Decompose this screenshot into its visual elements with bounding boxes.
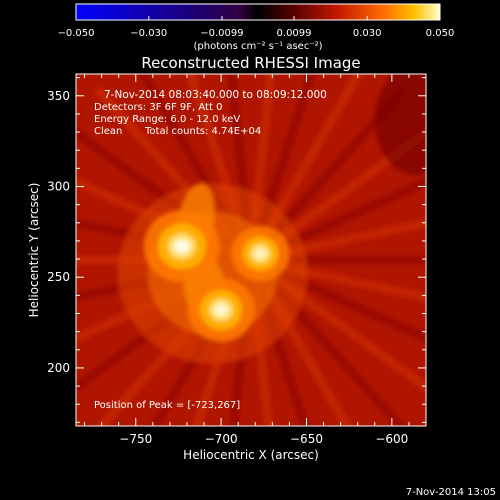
- y-axis: 200 250 300 350: [47, 77, 426, 423]
- y-tick-label: 350: [47, 89, 70, 103]
- heatmap-source: [231, 226, 290, 282]
- y-tick-label: 200: [47, 361, 70, 375]
- colorbar-tick-label: 0.030: [353, 28, 382, 39]
- annotations: 7-Nov-2014 08:03:40.000 to 08:09:12.000 …: [94, 89, 327, 411]
- y-tick-label: 250: [47, 270, 70, 284]
- chart-title: Reconstructed RHESSI Image: [141, 54, 360, 72]
- x-axis: −750 −700 −650 −600: [84, 74, 427, 446]
- x-tick-label: −650: [290, 432, 323, 446]
- y-tick-label: 300: [47, 179, 70, 193]
- colorbar-tick-label: −0.0099: [200, 28, 243, 39]
- colorbar-tick-label: −0.030: [130, 28, 167, 39]
- annotation-clean: Clean: [94, 126, 122, 137]
- annotation-total-counts: Total counts: 4.74E+04: [144, 126, 261, 137]
- x-tick-label: −750: [119, 432, 152, 446]
- annotation-peak-position: Position of Peak = [-723,267]: [94, 400, 240, 411]
- colorbar-unit-label: (photons cm⁻² s⁻¹ asec⁻²): [193, 41, 322, 52]
- colorbar-tick-label: −0.050: [57, 28, 94, 39]
- heatmap-source: [143, 210, 220, 283]
- plot-frame: [75, 73, 427, 427]
- annotation-energy: Energy Range: 6.0 - 12.0 keV: [94, 114, 240, 125]
- heatmap-image: [76, 74, 426, 426]
- colorbar-tick-label: 0.050: [426, 28, 455, 39]
- annotation-time-range: 7-Nov-2014 08:03:40.000 to 08:09:12.000: [104, 89, 327, 101]
- heatmap-source: [187, 278, 255, 342]
- colorbar-gradient: [75, 3, 441, 21]
- x-axis-label: Heliocentric X (arcsec): [183, 448, 319, 462]
- x-tick-label: −600: [375, 432, 408, 446]
- colorbar-ticks: −0.050 −0.030 −0.0099 0.0099 0.030 0.050: [57, 16, 454, 39]
- y-axis-label: Heliocentric Y (arcsec): [27, 183, 41, 318]
- footer-timestamp: 7-Nov-2014 13:05: [406, 487, 496, 498]
- colorbar-tick-label: 0.0099: [277, 28, 312, 39]
- colorbar: −0.050 −0.030 −0.0099 0.0099 0.030 0.050 (pho…: [57, 3, 454, 52]
- x-tick-label: −700: [205, 432, 238, 446]
- annotation-detectors: Detectors: 3F 6F 9F, Att 0: [94, 102, 222, 113]
